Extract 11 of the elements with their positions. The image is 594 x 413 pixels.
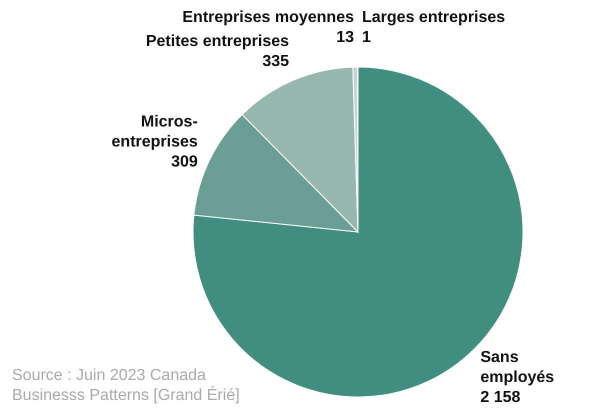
data-label: 2 158 — [480, 389, 520, 406]
slice-label: Sans employés — [480, 349, 554, 386]
slice-label: Larges entreprises — [362, 9, 506, 26]
slice-label: Micros-entreprises — [112, 113, 198, 150]
data-label: 335 — [262, 52, 290, 70]
slice-label: Petites entreprises — [146, 32, 290, 50]
data-label: 13 — [336, 29, 354, 46]
data-label: 1 — [362, 29, 371, 46]
data-label: 309 — [171, 153, 198, 170]
source-note: Source : Juin 2023 Canada Businesss Patterns [Grand Érié] — [12, 367, 240, 404]
slice-label: Entreprises moyennes — [182, 9, 354, 26]
